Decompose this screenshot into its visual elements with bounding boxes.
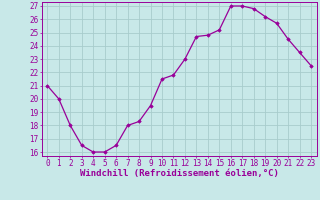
X-axis label: Windchill (Refroidissement éolien,°C): Windchill (Refroidissement éolien,°C) — [80, 169, 279, 178]
